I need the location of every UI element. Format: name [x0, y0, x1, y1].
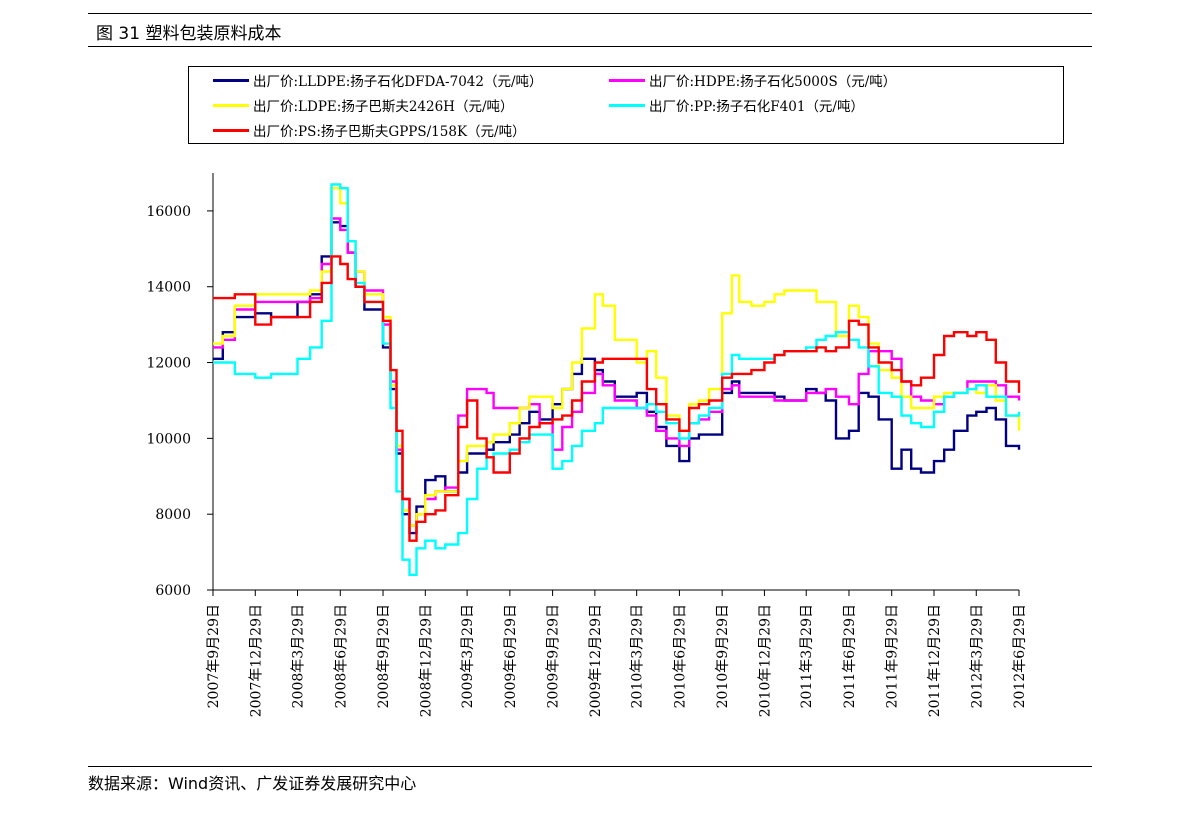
x-tick-label: 2008年12月29日 [418, 604, 434, 717]
legend-swatch [609, 78, 645, 82]
top-rule [88, 13, 1092, 14]
legend-item-lldpe: 出厂价:LLDPE:扬子石化DFDA-7042（元/吨） [213, 69, 543, 91]
x-tick-label: 2010年3月29日 [630, 604, 646, 708]
x-tick-label: 2011年9月29日 [885, 604, 901, 708]
series-line-1 [213, 217, 1021, 527]
legend-label: 出厂价:PP:扬子石化F401（元/吨） [649, 99, 864, 115]
y-tick-label: 14000 [146, 280, 191, 296]
x-tick-label: 2012年3月29日 [969, 604, 985, 708]
x-tick-label: 2011年3月29日 [799, 604, 815, 708]
legend-swatch [213, 128, 249, 132]
legend-swatch [609, 103, 645, 107]
x-tick-label: 2007年9月29日 [206, 604, 222, 708]
x-tick-label: 2008年3月29日 [291, 604, 307, 708]
bottom-rule [88, 766, 1092, 767]
x-tick-label: 2008年9月29日 [376, 604, 392, 708]
source-note: 数据来源：Wind资讯、广发证券发展研究中心 [88, 774, 417, 793]
x-tick-label: 2010年12月29日 [757, 604, 773, 717]
legend-label: 出厂价:LDPE:扬子巴斯夫2426H（元/吨） [253, 99, 514, 115]
x-tick-label: 2009年12月29日 [588, 604, 604, 717]
legend-swatch [213, 103, 249, 107]
y-tick-label: 16000 [146, 204, 191, 220]
series-line-2 [213, 187, 1021, 527]
legend-swatch [213, 78, 249, 82]
y-tick-label: 8000 [155, 507, 191, 523]
chart-legend: 出厂价:LLDPE:扬子石化DFDA-7042（元/吨） 出厂价:HDPE:扬子… [188, 66, 1064, 144]
legend-label: 出厂价:LLDPE:扬子石化DFDA-7042（元/吨） [253, 74, 543, 90]
series-line-4 [213, 255, 1021, 542]
x-tick-label: 2009年6月29日 [503, 604, 519, 708]
legend-item-ps: 出厂价:PS:扬子巴斯夫GPPS/158K（元/吨） [213, 119, 526, 141]
x-tick-label: 2008年6月29日 [333, 604, 349, 708]
legend-item-hdpe: 出厂价:HDPE:扬子石化5000S（元/吨） [609, 69, 896, 91]
x-tick-label: 2012年6月29日 [1012, 604, 1028, 708]
x-tick-label: 2009年9月29日 [546, 604, 562, 708]
x-tick-label: 2011年6月29日 [842, 604, 858, 708]
figure-title: 图 31 塑料包装原料成本 [96, 24, 282, 44]
x-tick-label: 2010年9月29日 [715, 604, 731, 708]
x-tick-label: 2009年3月29日 [460, 604, 476, 708]
legend-item-ldpe: 出厂价:LDPE:扬子巴斯夫2426H（元/吨） [213, 94, 514, 116]
y-tick-label: 12000 [146, 356, 191, 372]
legend-label: 出厂价:HDPE:扬子石化5000S（元/吨） [649, 74, 897, 90]
series-line-3 [213, 183, 1021, 576]
x-tick-label: 2011年12月29日 [927, 604, 943, 717]
title-underline [88, 46, 1092, 47]
x-tick-label: 2010年6月29日 [672, 604, 688, 708]
y-tick-label: 6000 [155, 583, 191, 599]
legend-item-pp: 出厂价:PP:扬子石化F401（元/吨） [609, 94, 864, 116]
legend-label: 出厂价:PS:扬子巴斯夫GPPS/158K（元/吨） [253, 124, 526, 140]
y-tick-label: 10000 [146, 431, 191, 447]
x-tick-label: 2007年12月29日 [248, 604, 264, 717]
